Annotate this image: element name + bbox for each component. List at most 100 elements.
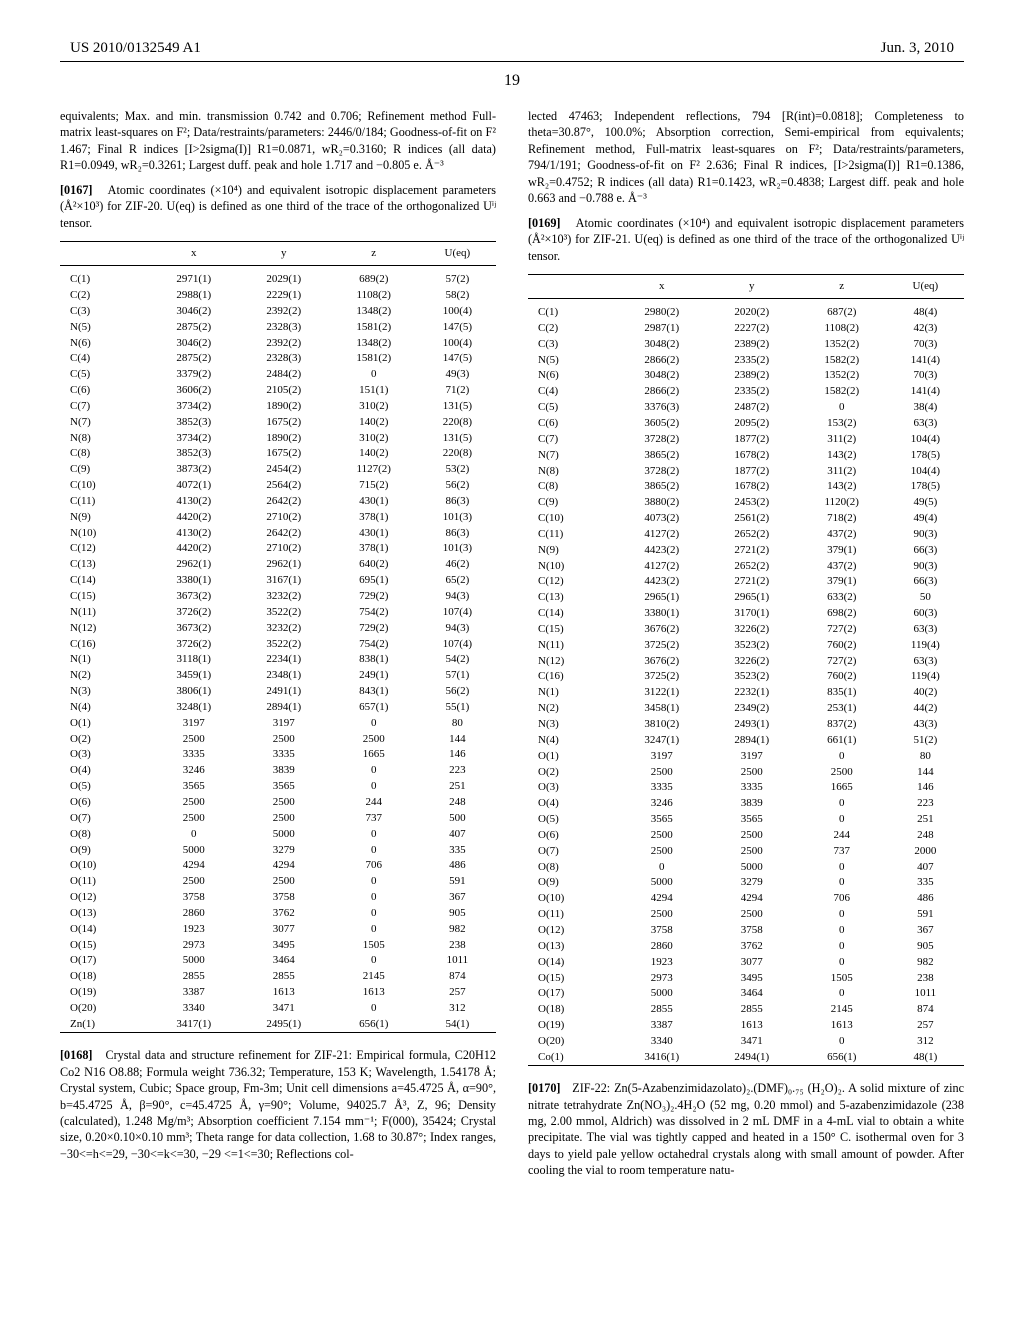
table-cell: 727(2) — [797, 621, 887, 637]
table-cell: 2642(2) — [239, 493, 329, 509]
table-cell: 633(2) — [797, 590, 887, 606]
table-cell: 335 — [419, 842, 496, 858]
table-row: O(18)285528552145874 — [528, 1002, 964, 1018]
table-row: O(5)356535650251 — [528, 812, 964, 828]
table-cell: O(10) — [528, 891, 617, 907]
table-cell: 2894(1) — [707, 732, 797, 748]
table-cell: 90(3) — [887, 526, 964, 542]
table-cell: 3232(2) — [239, 620, 329, 636]
table-cell: 3167(1) — [239, 573, 329, 589]
table-cell: 3471 — [239, 1000, 329, 1016]
table-cell: 3676(2) — [617, 653, 707, 669]
table-cell: 2980(2) — [617, 299, 707, 321]
table-cell: 430(1) — [329, 493, 419, 509]
table-row: N(1)3122(1)2232(1)835(1)40(2) — [528, 685, 964, 701]
table-row: N(9)4423(2)2721(2)379(1)66(3) — [528, 542, 964, 558]
table-cell: O(18) — [60, 969, 149, 985]
table-row: C(6)3605(2)2095(2)153(2)63(3) — [528, 415, 964, 431]
table-cell: 2866(2) — [617, 352, 707, 368]
table-cell: 4423(2) — [617, 542, 707, 558]
table-cell: C(1) — [60, 266, 149, 288]
para-text: ZIF-22: Zn(5-Azabenzimidazolato)₂.(DMF)₀… — [528, 1081, 964, 1177]
table-cell: 43(3) — [887, 717, 964, 733]
table-cell: 500 — [419, 810, 496, 826]
table-cell: 310(2) — [329, 430, 419, 446]
table-cell: O(2) — [60, 731, 149, 747]
para-continuation: lected 47463; Independent reflections, 7… — [528, 108, 964, 207]
table-row: O(2)250025002500144 — [528, 764, 964, 780]
table-cell: 3335 — [617, 780, 707, 796]
table-cell: 698(2) — [797, 606, 887, 622]
table-cell: 640(2) — [329, 557, 419, 573]
table-cell: 178(5) — [887, 447, 964, 463]
table-cell: 379(1) — [797, 542, 887, 558]
table-cell: O(11) — [528, 907, 617, 923]
table-cell: 729(2) — [329, 589, 419, 605]
table-cell: 310(2) — [329, 398, 419, 414]
table-cell: 38(4) — [887, 400, 964, 416]
table-cell: 2500 — [329, 731, 419, 747]
table-cell: 2875(2) — [149, 351, 239, 367]
table-cell: 2642(2) — [239, 525, 329, 541]
table-cell: 1582(2) — [797, 352, 887, 368]
table-cell: 2894(1) — [239, 699, 329, 715]
table-cell: 146 — [419, 747, 496, 763]
table-cell: 1613 — [797, 1018, 887, 1034]
table-cell: N(8) — [60, 430, 149, 446]
table-cell: N(9) — [528, 542, 617, 558]
table-cell: 2500 — [239, 874, 329, 890]
table-cell: 42(3) — [887, 320, 964, 336]
table-row: C(3)3046(2)2392(2)1348(2)100(4) — [60, 303, 496, 319]
table-cell: 0 — [329, 826, 419, 842]
table-cell: 0 — [329, 1000, 419, 1016]
table-row: O(2)250025002500144 — [60, 731, 496, 747]
table-cell: 3726(2) — [149, 604, 239, 620]
table-row: C(8)3865(2)1678(2)143(2)178(5) — [528, 479, 964, 495]
table-cell: 101(3) — [419, 509, 496, 525]
table-cell: 4127(2) — [617, 526, 707, 542]
table-row: O(1)31973197080 — [528, 748, 964, 764]
table-cell: Zn(1) — [60, 1016, 149, 1032]
table-cell: 311(2) — [797, 431, 887, 447]
table-cell: O(9) — [60, 842, 149, 858]
table-cell: 737 — [329, 810, 419, 826]
table-row: Zn(1)3417(1)2495(1)656(1)54(1) — [60, 1016, 496, 1032]
table-cell: 3728(2) — [617, 463, 707, 479]
table-cell: 55(1) — [419, 699, 496, 715]
table-cell: 982 — [419, 921, 496, 937]
table-cell: 1582(2) — [797, 384, 887, 400]
table-cell: 2721(2) — [707, 574, 797, 590]
table-cell: C(7) — [60, 398, 149, 414]
table-row: O(4)324638390223 — [60, 763, 496, 779]
table-cell: 248 — [419, 794, 496, 810]
table-cell: 2500 — [707, 843, 797, 859]
table-cell: 2965(1) — [707, 590, 797, 606]
table-cell: O(12) — [528, 922, 617, 938]
table-cell: C(14) — [528, 606, 617, 622]
table-cell: 143(2) — [797, 447, 887, 463]
table-cell: N(10) — [60, 525, 149, 541]
table-cell: 3880(2) — [617, 495, 707, 511]
table-cell: 3762 — [239, 905, 329, 921]
table-row: O(8)050000407 — [60, 826, 496, 842]
table-cell: 2855 — [239, 969, 329, 985]
table-cell: 3758 — [617, 922, 707, 938]
table-cell: 982 — [887, 954, 964, 970]
table-cell: 706 — [329, 858, 419, 874]
table-cell: 3279 — [707, 875, 797, 891]
table-cell: 2866(2) — [617, 384, 707, 400]
table-cell: 2145 — [797, 1002, 887, 1018]
table-cell: 107(4) — [419, 636, 496, 652]
table-cell: 0 — [329, 763, 419, 779]
table-cell: 0 — [329, 890, 419, 906]
table-cell: C(8) — [60, 446, 149, 462]
table-cell: 104(4) — [887, 431, 964, 447]
table-cell: 3758 — [707, 922, 797, 938]
table-row: O(10)42944294706486 — [528, 891, 964, 907]
table-cell: 335 — [887, 875, 964, 891]
table-row: O(3)333533351665146 — [60, 747, 496, 763]
table-cell: 49(3) — [419, 367, 496, 383]
table-cell: 2453(2) — [707, 495, 797, 511]
table-cell: 2500 — [707, 827, 797, 843]
table-cell: 2855 — [149, 969, 239, 985]
